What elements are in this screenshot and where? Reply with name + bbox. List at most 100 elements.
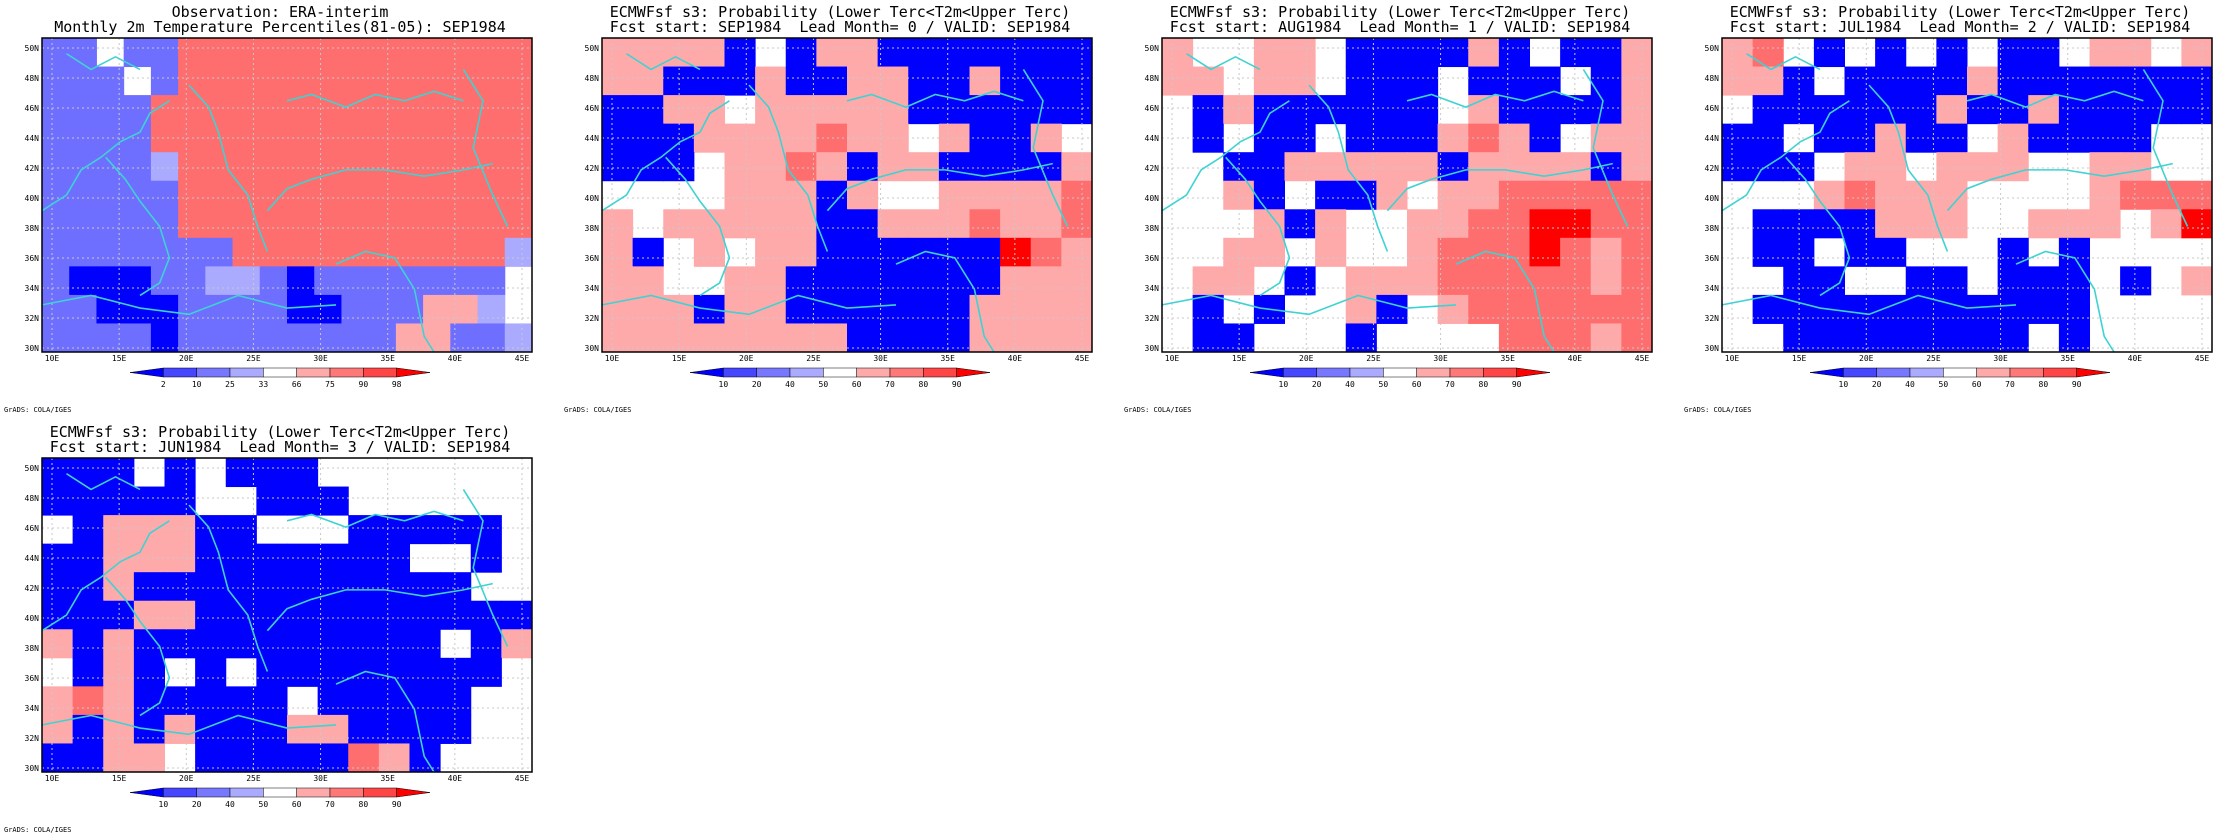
map-cell bbox=[72, 515, 104, 545]
map-cell bbox=[663, 66, 695, 96]
lat-tick-label: 38N bbox=[25, 224, 40, 233]
map-cell bbox=[123, 38, 152, 68]
colorbar-label: 90 bbox=[392, 800, 402, 809]
map-cell bbox=[72, 458, 104, 488]
map-cell bbox=[1560, 266, 1592, 296]
map-cell bbox=[602, 209, 634, 239]
colorbar-segment bbox=[689, 367, 724, 378]
map-cell bbox=[1560, 237, 1592, 267]
map-cell bbox=[378, 600, 410, 630]
map-cell bbox=[477, 323, 506, 353]
map-cell bbox=[72, 629, 104, 659]
map-cell bbox=[2150, 209, 2182, 239]
map-cell bbox=[1315, 237, 1347, 267]
colorbar-label: 60 bbox=[292, 800, 302, 809]
lat-tick-label: 48N bbox=[25, 74, 40, 83]
map-cell bbox=[123, 209, 152, 239]
map-cell bbox=[908, 38, 940, 68]
map-cell bbox=[785, 66, 817, 96]
colorbar-label: 20 bbox=[192, 800, 202, 809]
lat-tick-label: 34N bbox=[25, 704, 40, 713]
map-cell bbox=[2089, 209, 2121, 239]
lon-tick-label: 35E bbox=[940, 354, 955, 363]
lon-tick-label: 10E bbox=[45, 774, 60, 783]
map-cell bbox=[1437, 209, 1469, 239]
colorbar-segment bbox=[1876, 367, 1911, 378]
map-cell bbox=[1284, 95, 1316, 125]
map-cell bbox=[423, 180, 451, 210]
map-cell bbox=[368, 66, 397, 96]
map-cell bbox=[1468, 180, 1500, 210]
map-cell bbox=[785, 152, 817, 182]
map-cell bbox=[341, 38, 370, 68]
coastline bbox=[846, 90, 1024, 108]
map-cell bbox=[1621, 237, 1653, 267]
lat-tick-label: 30N bbox=[25, 764, 40, 773]
lat-tick-label: 40N bbox=[585, 194, 600, 203]
map-cell bbox=[2089, 38, 2121, 68]
map-cell bbox=[395, 209, 424, 239]
map-cell bbox=[178, 209, 206, 239]
map-cell bbox=[1590, 95, 1622, 125]
map-cell bbox=[1621, 294, 1653, 324]
map-cell bbox=[69, 237, 97, 267]
colorbar-label: 10 bbox=[1279, 380, 1289, 389]
lat-tick-label: 38N bbox=[1705, 224, 1720, 233]
colorbar-label: 50 bbox=[1379, 380, 1389, 389]
map-cell bbox=[877, 237, 909, 267]
lat-tick-label: 44N bbox=[1705, 134, 1720, 143]
map-cell bbox=[1590, 237, 1622, 267]
colorbar-label: 70 bbox=[885, 380, 895, 389]
lon-tick-label: 35E bbox=[1500, 354, 1515, 363]
colorbar-label: 98 bbox=[392, 380, 402, 389]
map-cell bbox=[314, 180, 342, 210]
lon-tick-label: 30E bbox=[873, 354, 888, 363]
map-cell bbox=[1529, 123, 1561, 153]
map-cell bbox=[1590, 266, 1622, 296]
map-cell bbox=[178, 152, 206, 182]
map-cell bbox=[317, 657, 349, 687]
map-cell bbox=[314, 38, 342, 68]
map-cell bbox=[1783, 266, 1815, 296]
map-cell bbox=[287, 152, 315, 182]
colorbar-segment bbox=[1449, 367, 1484, 378]
map-panel-lead0: ECMWFsf s3: Probability (Lower Terc<T2m<… bbox=[560, 0, 1120, 420]
coastline bbox=[335, 250, 435, 353]
map-cell bbox=[287, 323, 315, 353]
map-cell bbox=[504, 66, 533, 96]
map-cell bbox=[232, 38, 261, 68]
lat-tick-label: 48N bbox=[1705, 74, 1720, 83]
map-cell bbox=[632, 66, 664, 96]
map-cell bbox=[877, 209, 909, 239]
map-cell bbox=[409, 629, 441, 659]
map-cell bbox=[1875, 152, 1907, 182]
map-cell bbox=[724, 209, 756, 239]
map-cell bbox=[287, 266, 315, 296]
map-cell bbox=[2181, 95, 2213, 125]
map-cell bbox=[96, 237, 125, 267]
map-cell bbox=[938, 294, 970, 324]
map-cell bbox=[1560, 38, 1592, 68]
map-cell bbox=[395, 180, 424, 210]
lon-tick-label: 15E bbox=[112, 354, 127, 363]
map-cell bbox=[133, 743, 165, 773]
map-cell bbox=[378, 572, 410, 602]
map-cell bbox=[42, 152, 70, 182]
map-cell bbox=[1253, 180, 1285, 210]
coastline bbox=[1746, 53, 1821, 71]
map-cell bbox=[504, 237, 533, 267]
map-cell bbox=[259, 266, 288, 296]
map-cell bbox=[103, 686, 135, 716]
map-cell bbox=[133, 486, 165, 516]
colorbar-label: 75 bbox=[325, 380, 335, 389]
map-cell bbox=[164, 572, 196, 602]
map-cell bbox=[1253, 152, 1285, 182]
coastline bbox=[626, 53, 701, 71]
map-cell bbox=[969, 123, 1001, 153]
panel-title-line1: ECMWFsf s3: Probability (Lower Terc<T2m<… bbox=[1169, 3, 1631, 21]
coastline bbox=[1966, 90, 2144, 108]
lat-tick-label: 44N bbox=[585, 134, 600, 143]
map-cell bbox=[341, 266, 370, 296]
map-cell bbox=[317, 714, 349, 744]
map-cell bbox=[504, 38, 533, 68]
